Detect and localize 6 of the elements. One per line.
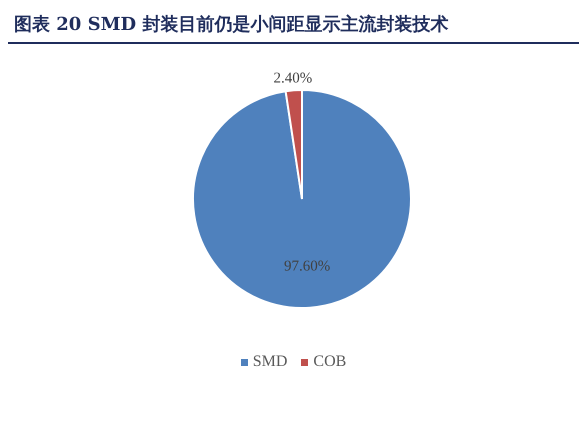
legend-label: SMD (252, 353, 288, 371)
legend-label: COB (312, 353, 346, 371)
data-label: 2.40% (274, 70, 312, 86)
data-label: 97.60% (284, 258, 330, 274)
chart-title: 图表 20 SMD 封装目前仍是小间距显示主流封装技术 (8, 8, 579, 44)
pie-slice (192, 89, 412, 309)
